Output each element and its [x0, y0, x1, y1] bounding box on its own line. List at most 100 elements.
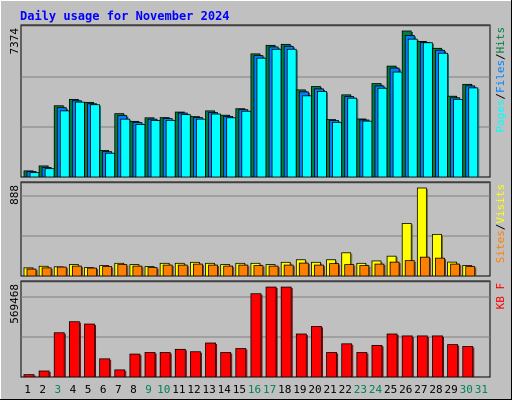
- x-tick-label-day-13: 13: [202, 383, 215, 396]
- x-tick-label-day-17: 17: [263, 383, 276, 396]
- bar-kb-f-day-3: [53, 332, 65, 378]
- bar-sites-day-12: [193, 263, 203, 277]
- bar-pages-day-5: [90, 104, 100, 178]
- legend-label: Hits: [494, 27, 507, 54]
- bar-pages-day-28: [438, 52, 448, 178]
- bar-sites-day-29: [450, 263, 461, 277]
- bar-sites-day-14: [223, 265, 234, 277]
- x-tick-label-day-3: 3: [55, 383, 62, 396]
- bar-sites-day-19: [298, 262, 309, 277]
- bar-kb-f-day-15: [235, 348, 247, 378]
- bar-pages-day-3: [59, 110, 70, 178]
- x-tick-label-day-12: 12: [187, 383, 200, 396]
- x-tick-label-day-7: 7: [115, 383, 122, 396]
- x-tick-label-day-20: 20: [308, 383, 321, 396]
- bar-pages-day-4: [74, 101, 85, 178]
- y-max-label: 888: [8, 185, 21, 205]
- bar-pages-day-22: [347, 97, 358, 178]
- bar-pages-day-18: [286, 48, 297, 178]
- bar-sites-day-4: [71, 265, 82, 277]
- x-tick-label-day-9: 9: [145, 383, 152, 396]
- x-tick-label-day-30: 30: [460, 383, 473, 396]
- bar-sites-day-7: [117, 264, 128, 277]
- bar-pages-day-29: [453, 98, 464, 178]
- bar-pages-day-26: [407, 38, 418, 178]
- x-tick-label-day-29: 29: [445, 383, 458, 396]
- bar-kb-f-day-6: [99, 358, 111, 378]
- bar-kb-f-day-17: [265, 286, 277, 378]
- bar-sites-day-22: [344, 264, 355, 277]
- bar-kb-f-day-8: [129, 353, 141, 378]
- bar-sites-day-11: [177, 264, 188, 277]
- x-tick-label-day-10: 10: [157, 383, 170, 396]
- bar-kb-f-day-1: [23, 374, 35, 378]
- x-tick-label-day-25: 25: [384, 383, 397, 396]
- bar-pages-day-14: [226, 117, 237, 178]
- x-tick-label-day-26: 26: [399, 383, 412, 396]
- bar-sites-day-17: [268, 265, 279, 277]
- bar-kb-f-day-29: [447, 344, 459, 378]
- bar-sites-day-1: [26, 268, 37, 277]
- bar-kb-f-day-2: [38, 370, 50, 378]
- legend-label: KB F: [494, 283, 507, 310]
- bar-pages-day-8: [135, 124, 146, 178]
- bar-sites-day-5: [87, 267, 97, 277]
- bar-kb-f-day-7: [114, 369, 126, 378]
- bar-sites-day-6: [102, 266, 113, 277]
- bar-kb-f-day-20: [311, 326, 322, 378]
- x-tick-label-day-15: 15: [233, 383, 246, 396]
- bar-sites-day-30: [465, 266, 476, 277]
- bar-pages-day-1: [29, 172, 40, 178]
- x-tick-label-day-28: 28: [429, 383, 442, 396]
- x-tick-label-day-22: 22: [339, 383, 352, 396]
- x-axis-tick-labels: 1 2 3 4 5 6 7 8 9 10 11 12 13 14 15 16 17 18 19 20 21 22 23 24 2…: [24, 383, 488, 396]
- bar-pages-day-13: [211, 113, 221, 178]
- x-tick-label-day-16: 16: [248, 383, 261, 396]
- x-tick-label-day-8: 8: [130, 383, 137, 396]
- x-tick-label-day-5: 5: [85, 383, 92, 396]
- bar-pages-day-21: [332, 121, 342, 178]
- bar-pages-day-12: [196, 118, 206, 178]
- bar-sites-day-2: [41, 267, 52, 277]
- bar-kb-f-day-10: [159, 352, 171, 378]
- x-tick-label-day-14: 14: [218, 383, 232, 396]
- bar-sites-day-27: [419, 256, 430, 277]
- bar-kb-f-day-11: [174, 348, 186, 378]
- bar-kb-f-day-26: [401, 335, 413, 378]
- x-tick-label-day-27: 27: [414, 383, 427, 396]
- x-tick-label-day-23: 23: [354, 383, 367, 396]
- legend-label: Files: [494, 60, 507, 93]
- bar-kb-f-day-9: [144, 352, 156, 378]
- bar-pages-day-19: [301, 95, 312, 178]
- bar-pages-day-16: [256, 57, 267, 178]
- x-tick-label-day-6: 6: [100, 383, 107, 396]
- bar-pages-day-30: [468, 87, 479, 178]
- legend-separator: /: [494, 93, 507, 100]
- x-tick-label-day-18: 18: [278, 383, 291, 396]
- bar-kb-f-day-19: [295, 333, 307, 378]
- bar-sites-day-15: [238, 264, 249, 277]
- x-tick-label-day-1: 1: [24, 383, 31, 396]
- chart-title: Daily usage for November 2024: [20, 9, 230, 23]
- bar-sites-day-24: [374, 263, 385, 277]
- legend-separator: /: [494, 53, 507, 60]
- bar-kb-f-day-24: [371, 344, 383, 378]
- bar-sites-day-26: [404, 260, 415, 277]
- bar-pages-day-17: [271, 48, 282, 178]
- bar-pages-day-15: [241, 110, 252, 178]
- bar-sites-day-8: [132, 265, 143, 277]
- x-tick-label-day-21: 21: [324, 383, 337, 396]
- bar-sites-day-13: [208, 264, 218, 277]
- bar-sites-day-10: [162, 264, 173, 277]
- x-tick-label-day-31: 31: [475, 383, 488, 396]
- bar-kb-f-day-14: [220, 352, 232, 378]
- bar-kb-f-day-28: [432, 335, 443, 378]
- bar-pages-day-6: [105, 152, 116, 178]
- bar-sites-day-25: [389, 261, 400, 277]
- bar-pages-day-7: [120, 118, 131, 178]
- y-max-label: 7374: [8, 28, 21, 55]
- legend-label: Visits: [494, 184, 507, 224]
- x-tick-label-day-11: 11: [172, 383, 185, 396]
